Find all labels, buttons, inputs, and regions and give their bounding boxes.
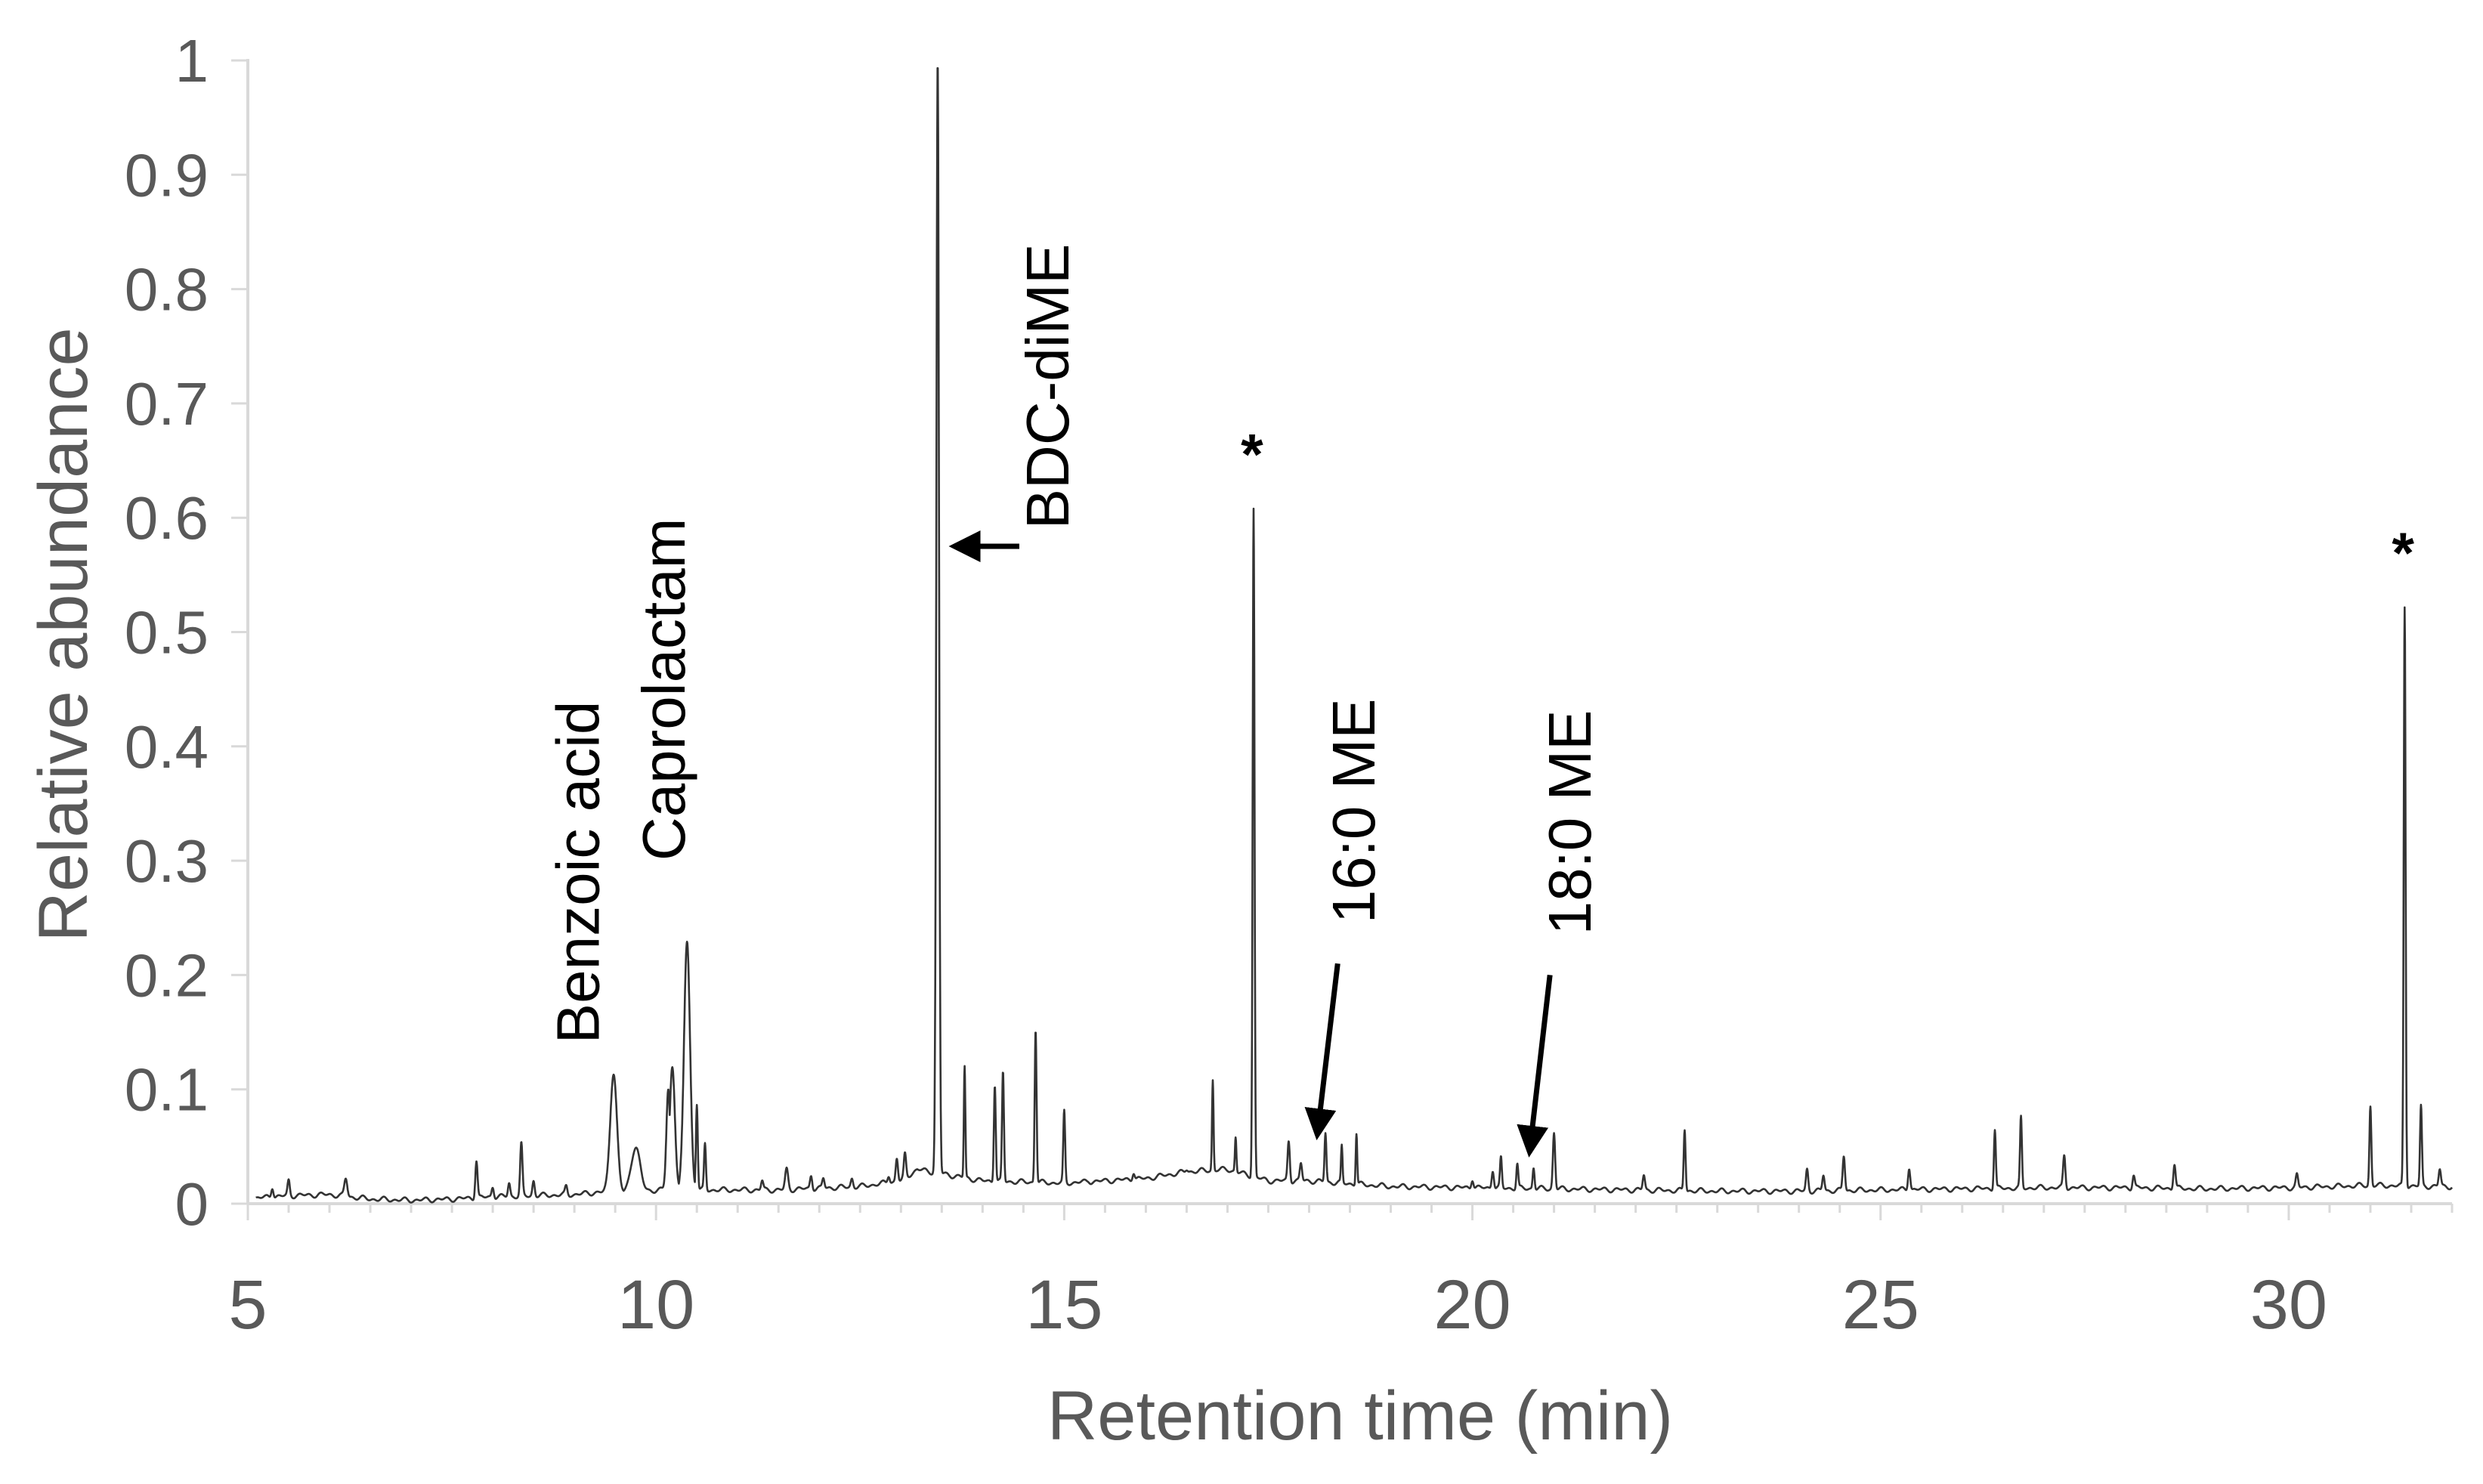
peak-point: [1133, 1171, 1134, 1173]
y-tick-label: 0.1: [125, 1056, 209, 1124]
x-tick-label: 5: [228, 1266, 267, 1343]
annotation-arrow: [1517, 974, 1553, 1158]
y-tick-label: 0.5: [125, 599, 209, 666]
x-tick-label: 25: [1842, 1266, 1919, 1343]
tick-labels-layer: 00.10.20.30.40.50.60.70.80.915 10 15 20 25 30: [125, 27, 2327, 1343]
y-axis-title: Relative abundance: [25, 327, 102, 941]
peak-label: Benzoic acid: [545, 701, 612, 1044]
y-tick-label: 0.3: [125, 827, 209, 895]
peak-point: [994, 1083, 996, 1084]
peak-label: Caprolactam: [630, 518, 697, 861]
y-tick-label: 0.6: [125, 484, 209, 552]
y-tick-label: 1: [175, 27, 209, 94]
axes-layer: [231, 59, 2454, 1220]
x-tick-label: 20: [1433, 1266, 1511, 1343]
peak-point: [696, 1102, 697, 1104]
y-tick-label: 0.7: [125, 370, 209, 437]
y-tick-label: 0.2: [125, 941, 209, 1009]
peak-point: [888, 1174, 889, 1176]
peak-label: 18:0 ME: [1536, 710, 1603, 935]
asterisk-label: *: [2392, 521, 2414, 586]
x-tick-label: 10: [617, 1266, 694, 1343]
y-tick-label: 0.4: [125, 713, 209, 781]
annotation-layer: Benzoic acid Caprolactam BDC-diME 16:0 ME 18…: [271, 60, 2414, 1187]
peak-point: [1492, 1169, 1494, 1170]
y-tick-label: 0.8: [125, 256, 209, 323]
x-axis-title: Retention time (min): [1047, 1377, 1673, 1455]
y-tick-label: 0: [175, 1170, 209, 1238]
asterisk-label: *: [1241, 423, 1263, 487]
peak-point: [271, 1186, 273, 1187]
annotation-arrow: [1304, 963, 1340, 1141]
x-tick-label: 30: [2250, 1266, 2327, 1343]
chromatogram-trace: [255, 66, 2454, 1204]
peak-point: [1472, 1178, 1473, 1179]
x-tick-label: 15: [1025, 1266, 1102, 1343]
peak-point: [937, 60, 938, 61]
peak-point: [1909, 1167, 1910, 1168]
y-tick-label: 0.9: [125, 141, 209, 209]
peak-label: BDC-diME: [1014, 243, 1081, 529]
peak-label: 16:0 ME: [1320, 698, 1387, 923]
peak-point: [1035, 1028, 1037, 1030]
peak-point: [613, 1071, 614, 1073]
series-layer: [255, 66, 2454, 1204]
